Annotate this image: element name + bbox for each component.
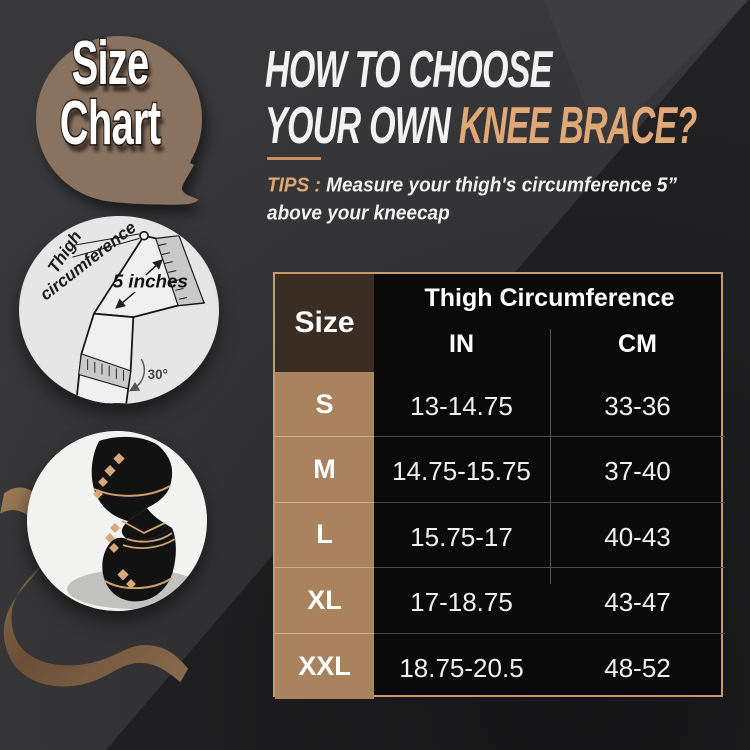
- svg-text:5 inches: 5 inches: [113, 271, 188, 292]
- svg-text:30°: 30°: [148, 367, 168, 382]
